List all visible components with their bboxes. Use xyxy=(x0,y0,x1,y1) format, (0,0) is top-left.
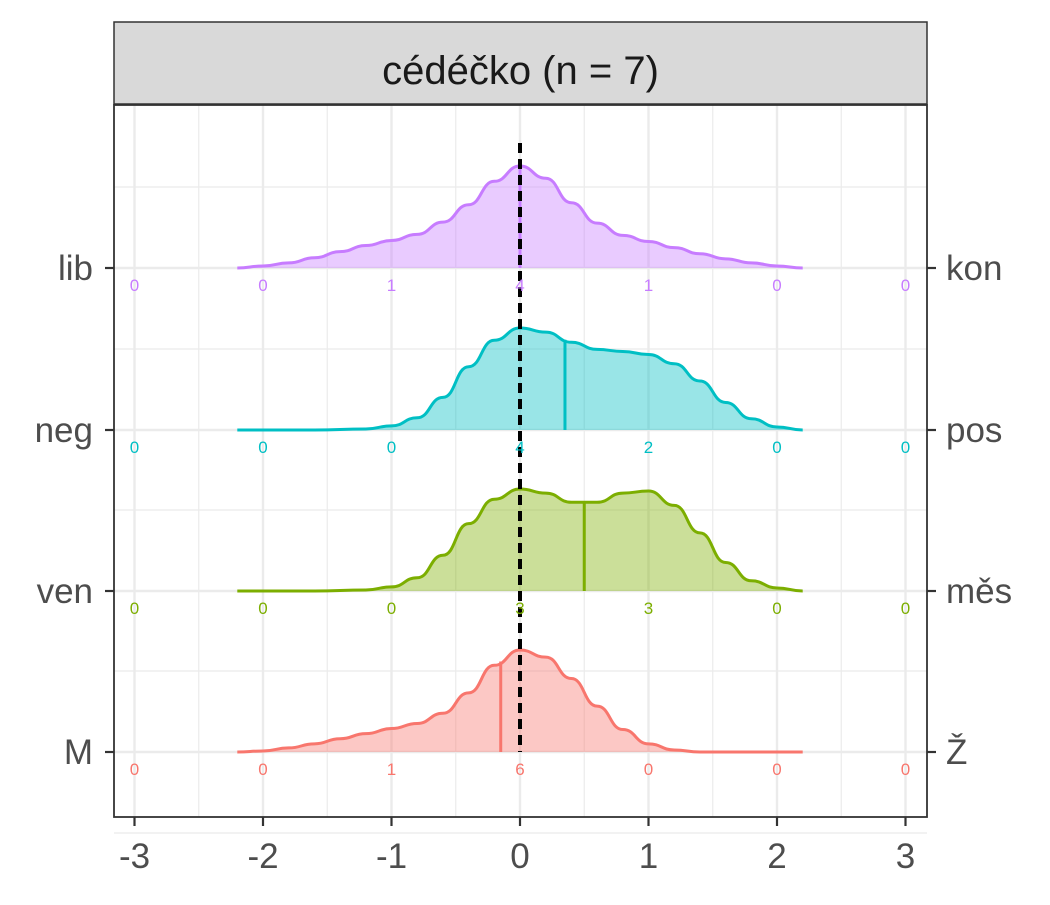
count-label: 0 xyxy=(130,760,139,779)
density-line-neg xyxy=(237,326,803,432)
count-label: 0 xyxy=(130,276,139,295)
density-line-M xyxy=(237,648,803,754)
count-label: 6 xyxy=(515,760,524,779)
left-category-label: lib xyxy=(58,249,93,288)
count-label: 0 xyxy=(130,438,139,457)
count-label: 0 xyxy=(387,438,396,457)
count-label: 3 xyxy=(515,599,524,618)
x-tick-label: 0 xyxy=(510,837,529,876)
x-tick-label: 3 xyxy=(896,837,915,876)
x-tick-label: -2 xyxy=(247,837,278,876)
count-label: 0 xyxy=(644,760,653,779)
count-label: 0 xyxy=(901,599,910,618)
x-tick-label: -3 xyxy=(119,837,150,876)
count-label: 0 xyxy=(901,276,910,295)
left-category-label: ven xyxy=(37,572,93,611)
count-label: 0 xyxy=(258,760,267,779)
count-label: 0 xyxy=(258,438,267,457)
count-label: 1 xyxy=(387,760,396,779)
density-area-neg xyxy=(237,328,803,430)
count-label: 4 xyxy=(515,276,524,295)
right-category-label: měs xyxy=(946,572,1012,611)
right-category-label: kon xyxy=(946,249,1002,288)
density-area-M xyxy=(237,650,803,752)
count-label: 0 xyxy=(258,599,267,618)
count-label: 2 xyxy=(644,438,653,457)
count-label: 0 xyxy=(772,438,781,457)
count-label: 1 xyxy=(644,276,653,295)
count-label: 0 xyxy=(772,599,781,618)
count-label: 0 xyxy=(387,599,396,618)
count-label: 3 xyxy=(644,599,653,618)
x-tick-label: -1 xyxy=(376,837,407,876)
left-category-label: neg xyxy=(35,411,93,450)
axes-layer: -3 -2 -1 0 1 2 3 lib kon neg pos ven měs M Ž xyxy=(35,249,1013,876)
density-line-ven xyxy=(237,487,803,593)
count-label: 1 xyxy=(387,276,396,295)
count-label: 0 xyxy=(772,276,781,295)
facet-strip-background xyxy=(113,21,928,105)
count-label: 0 xyxy=(772,760,781,779)
count-label: 0 xyxy=(901,438,910,457)
density-area-ven xyxy=(237,489,803,591)
x-tick-label: 1 xyxy=(639,837,658,876)
x-tick-label: 2 xyxy=(767,837,786,876)
count-label: 4 xyxy=(515,438,524,457)
facet-title: cédéčko (n = 7) xyxy=(382,49,659,93)
count-label: 0 xyxy=(258,276,267,295)
count-label: 0 xyxy=(130,599,139,618)
facet-strip: cédéčko (n = 7) xyxy=(113,21,928,105)
count-label: 0 xyxy=(901,760,910,779)
left-category-label: M xyxy=(64,733,93,772)
right-category-label: pos xyxy=(946,411,1002,450)
count-labels-layer: 0 0 1 4 1 0 0 0 0 0 4 2 0 0 0 0 0 3 3 0 0 0 0 1 6 0 0 0 xyxy=(130,276,910,779)
right-category-label: Ž xyxy=(946,733,967,772)
